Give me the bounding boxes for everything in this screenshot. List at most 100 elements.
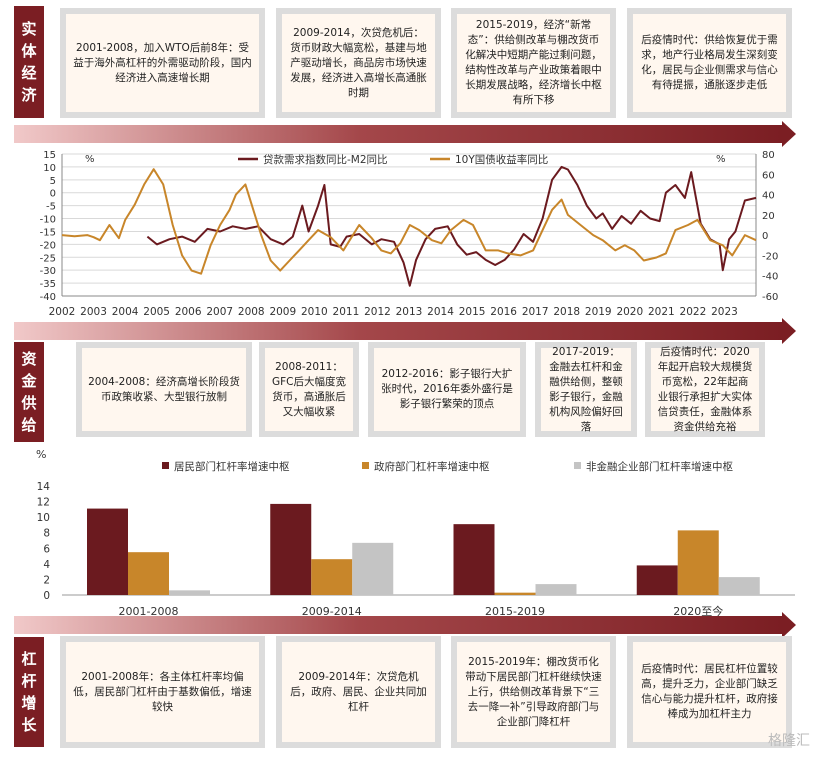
bar-chart-legend-label: 居民部门杠杆率增速中枢 xyxy=(174,460,290,473)
bar-chart-bar xyxy=(494,592,536,595)
bar-chart-tick-label: 10 xyxy=(37,512,50,524)
line-chart-left-tick-label: -15 xyxy=(40,227,56,238)
line-chart-x-tick-label: 2011 xyxy=(333,306,360,318)
timeline-arrow-3 xyxy=(14,612,796,638)
bar-chart-legend-swatch xyxy=(362,462,369,469)
economy-card-text: 2009-2014，次贷危机后：货币财政大幅宽松，基建与地产驱动增长，商品房市场… xyxy=(282,14,435,112)
watermark-logo: 格隆汇 xyxy=(768,733,810,749)
timeline-arrow-2 xyxy=(14,318,796,344)
leverage-card-text: 2009-2014年：次贷危机后，政府、居民、企业共同加杠杆 xyxy=(282,642,435,742)
line-chart-x-tick-label: 2019 xyxy=(585,306,612,318)
line-chart-x-tick-label: 2015 xyxy=(459,306,486,318)
line-chart-series-2 xyxy=(61,168,757,275)
line-chart-left-tick-label: -25 xyxy=(40,253,56,264)
bar-chart-category-label: 2015-2019 xyxy=(485,605,545,618)
line-chart-x-tick-label: 2017 xyxy=(522,306,549,318)
line-chart-x-tick-label: 2008 xyxy=(238,306,265,318)
bar-chart-bar xyxy=(352,542,394,595)
line-chart-left-tick-label: -30 xyxy=(40,266,56,277)
bar-chart-legend-swatch xyxy=(162,462,169,469)
economy-tag-text: 实体经济 xyxy=(21,20,37,104)
line-chart-left-tick-label: -40 xyxy=(40,292,56,303)
bar-chart-legend-label: 非金融企业部门杠杆率增速中枢 xyxy=(586,460,733,473)
leverage-card-text: 后疫情时代：居民杠杆位置较高，提升乏力，企业部门缺乏信心与能力提升杠杆，政府接棒… xyxy=(633,642,786,742)
section-tag-funding: 资金供给 xyxy=(14,342,44,442)
bar-chart-category-label: 2009-2014 xyxy=(302,605,362,618)
bar-chart-bar xyxy=(718,577,760,595)
line-chart-right-tick-label: 60 xyxy=(762,170,775,181)
line-chart-x-tick-label: 2003 xyxy=(80,306,107,318)
bar-chart-bar xyxy=(311,559,353,595)
leverage-card-text: 2001-2008年：各主体杠杆率均偏低，居民部门杠杆由于基数偏低，增速较快 xyxy=(66,642,259,742)
line-chart-right-tick-label: -60 xyxy=(762,292,778,303)
leverage-tag-text: 杠杆增长 xyxy=(21,650,37,734)
line-chart-left-tick-label: 10 xyxy=(43,163,56,174)
bar-chart-bar xyxy=(453,524,495,595)
funding-card-text: 2017-2019：金融去杠杆和金融供给侧，整顿影子银行，金融机构风险偏好回落 xyxy=(541,346,631,433)
line-chart-x-tick-label: 2014 xyxy=(427,306,454,318)
leverage-card-2: 2009-2014年：次贷危机后，政府、居民、企业共同加杠杆 xyxy=(276,636,441,748)
line-chart-x-tick-label: 2010 xyxy=(301,306,328,318)
line-chart-x-tick-label: 2004 xyxy=(112,306,139,318)
line-chart-x-tick-label: 2023 xyxy=(711,306,738,318)
line-chart-x-tick-label: 2006 xyxy=(175,306,202,318)
line-chart-left-tick-label: -35 xyxy=(40,279,56,290)
bar-chart: 0 2 4 6 8 10 12 14% 居民部门杠杆率增速中枢 政府部门杠杆率增速中枢 非金融企业部… xyxy=(36,448,795,618)
funding-tag-text: 资金供给 xyxy=(21,350,37,434)
line-chart-left-unit: % xyxy=(85,154,95,165)
bar-chart-bar xyxy=(677,530,719,595)
line-chart-x-tick-label: 2009 xyxy=(269,306,296,318)
timeline-arrow-1 xyxy=(14,121,796,147)
line-chart-right-tick-label: 40 xyxy=(762,191,775,202)
line-chart-x-tick-label: 2021 xyxy=(648,306,675,318)
funding-card-text: 2004-2008：经济高增长阶段货币政策收紧、大型银行放制 xyxy=(82,348,246,431)
line-chart-series-1 xyxy=(146,165,757,287)
section-tag-economy: 实体经济 xyxy=(14,6,44,118)
bar-chart-category-label: 2020至今 xyxy=(673,604,723,618)
line-chart-x-tick-label: 2016 xyxy=(490,306,517,318)
bar-chart-tick-label: 12 xyxy=(37,497,50,509)
line-chart-left-tick-label: 15 xyxy=(43,150,56,161)
bar-chart-bar xyxy=(128,552,169,595)
line-chart-right-tick-label: 0 xyxy=(762,231,768,242)
bar-chart-legend-swatch xyxy=(574,462,581,469)
bar-chart-bar xyxy=(87,508,128,595)
funding-card-text: 2012-2016：影子银行大扩张时代，2016年委外盛行是影子银行繁荣的顶点 xyxy=(374,348,520,431)
bar-chart-tick-label: 6 xyxy=(43,543,50,555)
leverage-card-3: 2015-2019年：棚改货币化带动下居民部门杠杆继续快速上行，供给侧改革背景下… xyxy=(451,636,616,748)
line-chart-legend-label: 10Y国债收益率同比 xyxy=(455,153,548,166)
bar-chart-bar xyxy=(535,584,577,595)
line-chart-x-tick-label: 2020 xyxy=(616,306,643,318)
line-chart-x-tick-label: 2002 xyxy=(49,306,76,318)
funding-card-4: 2017-2019：金融去杠杆和金融供给侧，整顿影子银行，金融机构风险偏好回落 xyxy=(535,342,637,437)
economy-card-text: 后疫情时代：供给恢复优于需求，地产行业格局发生深刻变化，居民与企业侧需求与信心有… xyxy=(633,14,786,112)
economy-card-1: 2001-2008，加入WTO后前8年：受益于海外高杠杆的外需驱动阶段，国内经济… xyxy=(60,8,265,118)
line-chart-x-tick-label: 2022 xyxy=(680,306,707,318)
bar-chart-tick-label: 8 xyxy=(43,528,50,540)
bar-chart-bar xyxy=(270,503,312,595)
line-chart-right-tick-label: -20 xyxy=(762,251,778,262)
leverage-card-1: 2001-2008年：各主体杠杆率均偏低，居民部门杠杆由于基数偏低，增速较快 xyxy=(60,636,265,748)
funding-card-3: 2012-2016：影子银行大扩张时代，2016年委外盛行是影子银行繁荣的顶点 xyxy=(368,342,526,437)
bar-chart-tick-label: 14 xyxy=(37,481,51,493)
funding-card-2: 2008-2011：GFC后大幅度宽货币，高通胀后又大幅收紧 xyxy=(259,342,359,437)
funding-card-text: 后疫情时代：2020年起开启较大规模货币宽松，22年起商业银行承担扩大实体信贷责… xyxy=(651,346,759,433)
economy-card-4: 后疫情时代：供给恢复优于需求，地产行业格局发生深刻变化，居民与企业侧需求与信心有… xyxy=(627,8,792,118)
line-chart-left-tick-label: -10 xyxy=(40,215,56,226)
line-chart-right-tick-label: 80 xyxy=(762,150,775,161)
economy-card-3: 2015-2019，经济“新常态”：供给侧改革与棚改货币化解决中短期产能过剩问题… xyxy=(451,8,616,118)
line-chart-right-unit: % xyxy=(716,154,726,165)
bar-chart-bar xyxy=(636,565,678,595)
line-chart-right-tick-label: -40 xyxy=(762,272,778,283)
line-chart-x-tick-label: 2012 xyxy=(364,306,391,318)
bar-chart-legend-label: 政府部门杠杆率增速中枢 xyxy=(374,460,490,473)
line-chart-legend-label: 贷款需求指数同比-M2同比 xyxy=(263,153,388,166)
leverage-card-text: 2015-2019年：棚改货币化带动下居民部门杠杆继续快速上行，供给侧改革背景下… xyxy=(457,642,610,742)
economy-card-text: 2015-2019，经济“新常态”：供给侧改革与棚改货币化解决中短期产能过剩问题… xyxy=(457,14,610,112)
funding-card-text: 2008-2011：GFC后大幅度宽货币，高通胀后又大幅收紧 xyxy=(265,348,353,431)
leverage-card-4: 后疫情时代：居民杠杆位置较高，提升乏力，企业部门缺乏信心与能力提升杠杆，政府接棒… xyxy=(627,636,792,748)
section-tag-leverage: 杠杆增长 xyxy=(14,637,44,747)
line-chart: 15 10 5 0 -5 -10-15 -20 -25 -30 -35 -40 80 60 40 20 0 -2… xyxy=(40,150,779,318)
line-chart-left-tick-label: 0 xyxy=(50,189,56,200)
bar-chart-category-label: 2001-2008 xyxy=(119,605,179,618)
